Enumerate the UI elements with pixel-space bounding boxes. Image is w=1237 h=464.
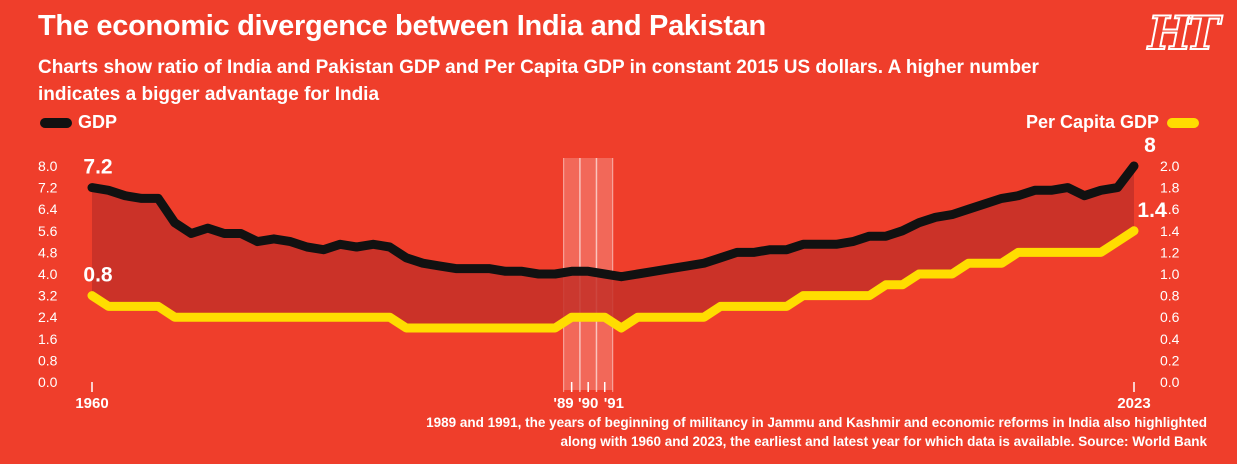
legend-per-capita: Per Capita GDP — [1026, 112, 1199, 133]
right-tick-label: 1.6 — [1160, 201, 1180, 217]
gap-fill-area — [92, 166, 1134, 328]
gdp-line — [87, 161, 1139, 282]
end-label: 0.8 — [83, 264, 113, 287]
left-tick-label: 6.4 — [38, 201, 58, 217]
end-labels: 7.2 0.8 8 1.4 — [83, 134, 1167, 287]
left-tick-label: 0.0 — [38, 374, 58, 390]
x-tick-label: '91 — [604, 395, 624, 412]
ht-logo: HT — [1147, 5, 1221, 61]
x-tick-label: 2023 — [1117, 395, 1150, 412]
legend-per-capita-swatch — [1167, 117, 1199, 128]
left-tick-label: 3.2 — [38, 288, 58, 304]
right-tick-label: 2.0 — [1160, 158, 1180, 174]
left-tick-label: 1.6 — [38, 331, 58, 347]
per-capita-line — [87, 226, 1139, 333]
x-axis-ticks: 1960 '89 '90 '91 2023 — [75, 382, 1151, 412]
left-tick-label: 5.6 — [38, 223, 58, 239]
right-tick-label: 0.8 — [1160, 288, 1180, 304]
x-tick-label: '90 — [578, 395, 598, 412]
left-axis-ticks: 0.0 0.8 1.6 2.4 3.2 4.0 4.8 5.6 6.4 7.2 8.0 — [38, 158, 58, 390]
legend-gdp-swatch — [40, 117, 72, 128]
left-tick-label: 0.8 — [38, 352, 58, 368]
x-tick-label: '89 — [553, 395, 573, 412]
right-tick-label: 1.8 — [1160, 180, 1180, 196]
right-axis-ticks: 0.0 0.2 0.4 0.6 0.8 1.0 1.2 1.4 1.6 1.8 2.0 — [1160, 158, 1180, 390]
end-label: 7.2 — [83, 156, 112, 179]
legend-per-capita-label: Per Capita GDP — [1025, 112, 1159, 132]
x-tick-label: 1960 — [75, 395, 108, 412]
right-tick-label: 0.6 — [1160, 309, 1180, 325]
right-tick-label: 1.4 — [1160, 223, 1180, 239]
end-label: 8 — [1144, 134, 1156, 157]
chart-title: The economic divergence between India an… — [38, 10, 766, 42]
right-tick-label: 0.0 — [1160, 374, 1180, 390]
chart-subtitle: Charts show ratio of India and Pakistan … — [38, 57, 1039, 105]
left-tick-label: 7.2 — [38, 180, 58, 196]
legend-gdp: GDP — [40, 112, 117, 133]
left-tick-label: 4.8 — [38, 244, 58, 260]
left-tick-label: 2.4 — [38, 309, 58, 325]
left-tick-label: 8.0 — [38, 158, 58, 174]
right-tick-label: 1.0 — [1160, 266, 1180, 282]
end-label: 1.4 — [1137, 199, 1167, 222]
right-tick-label: 1.2 — [1160, 244, 1180, 260]
legend-gdp-label: GDP — [78, 112, 118, 132]
source-note: 1989 and 1991, the years of beginning of… — [426, 415, 1207, 449]
right-tick-label: 0.2 — [1160, 352, 1180, 368]
left-tick-label: 4.0 — [38, 266, 58, 282]
right-tick-label: 0.4 — [1160, 331, 1180, 347]
